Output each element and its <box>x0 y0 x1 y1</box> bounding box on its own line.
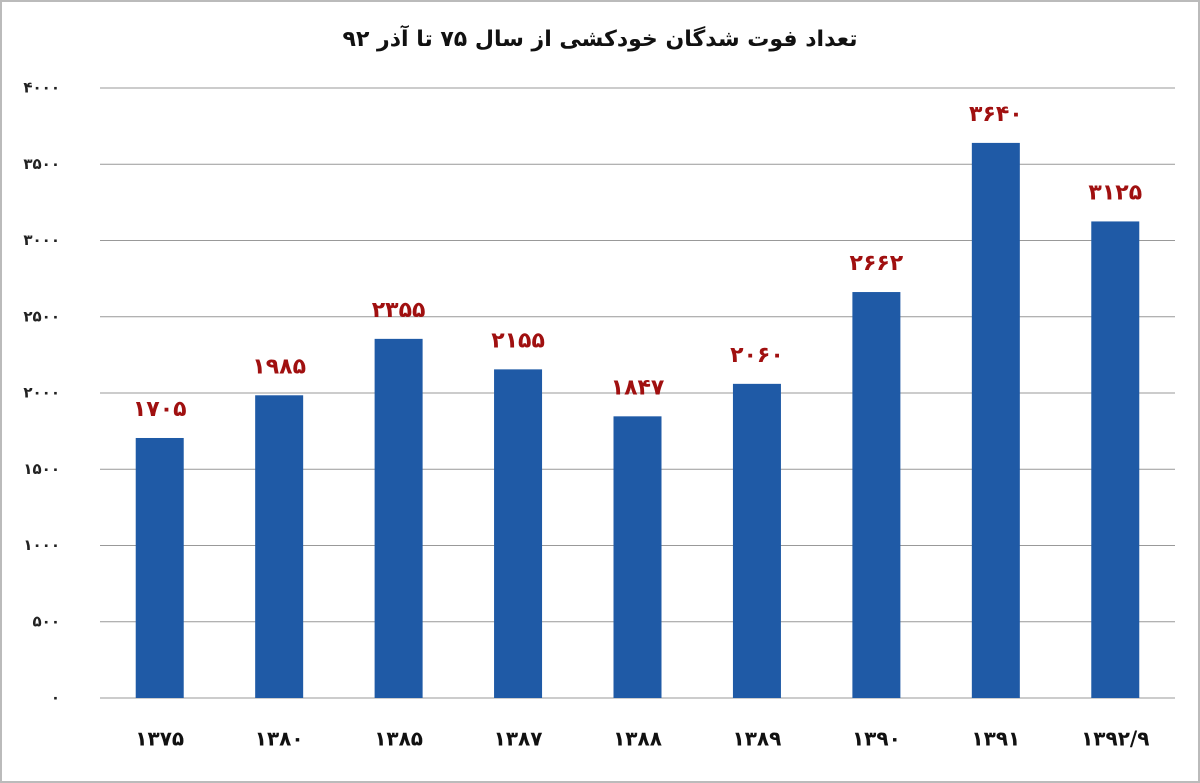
y-tick-label: ۴۰۰۰ <box>23 79 60 97</box>
value-label: ۱۹۸۵ <box>252 354 306 379</box>
value-label: ۳۶۴۰ <box>969 102 1023 127</box>
chart-title: تعداد فوت شدگان خودکشی از سال ۷۵ تا آذر … <box>343 24 858 52</box>
bar <box>1091 221 1140 698</box>
x-tick-label: ۱۳۸۹ <box>733 727 782 751</box>
value-label: ۱۸۴۷ <box>611 375 665 400</box>
value-label: ۲۰۶۰ <box>730 343 784 368</box>
y-tick-label: ۱۰۰۰ <box>23 536 60 554</box>
y-tick-label: ۲۵۰۰ <box>23 307 60 325</box>
value-label: ۱۷۰۵ <box>133 397 187 422</box>
x-tick-label: ۱۳۹۲/۹ <box>1081 727 1149 751</box>
x-tick-label: ۱۳۸۷ <box>494 727 543 751</box>
x-tick-label: ۱۳۷۵ <box>135 727 184 751</box>
bar <box>494 369 543 698</box>
bar <box>255 395 304 698</box>
bar <box>374 338 423 698</box>
bar <box>732 383 781 698</box>
value-label: ۳۱۲۵ <box>1088 180 1142 205</box>
x-tick-label: ۱۳۸۰ <box>255 727 304 751</box>
y-tick-label: ۳۵۰۰ <box>23 155 60 173</box>
y-tick-label: ۱۵۰۰ <box>23 460 60 478</box>
bar <box>852 292 901 698</box>
y-tick-label: ۵۰۰ <box>33 612 60 630</box>
bar <box>971 142 1020 698</box>
value-label: ۲۱۵۵ <box>491 328 545 353</box>
bar <box>613 416 662 698</box>
x-tick-label: ۱۳۹۰ <box>852 727 901 751</box>
value-label: ۲۶۶۲ <box>850 251 904 276</box>
value-label: ۲۳۵۵ <box>372 298 426 323</box>
x-tick-label: ۱۳۹۱ <box>971 727 1020 751</box>
y-tick-label: ۰ <box>51 689 60 707</box>
y-tick-label: ۳۰۰۰ <box>23 231 60 249</box>
bar <box>135 437 184 698</box>
y-tick-label: ۲۰۰۰ <box>23 384 60 402</box>
x-tick-label: ۱۳۸۸ <box>613 727 662 751</box>
x-tick-label: ۱۳۸۵ <box>374 727 423 751</box>
